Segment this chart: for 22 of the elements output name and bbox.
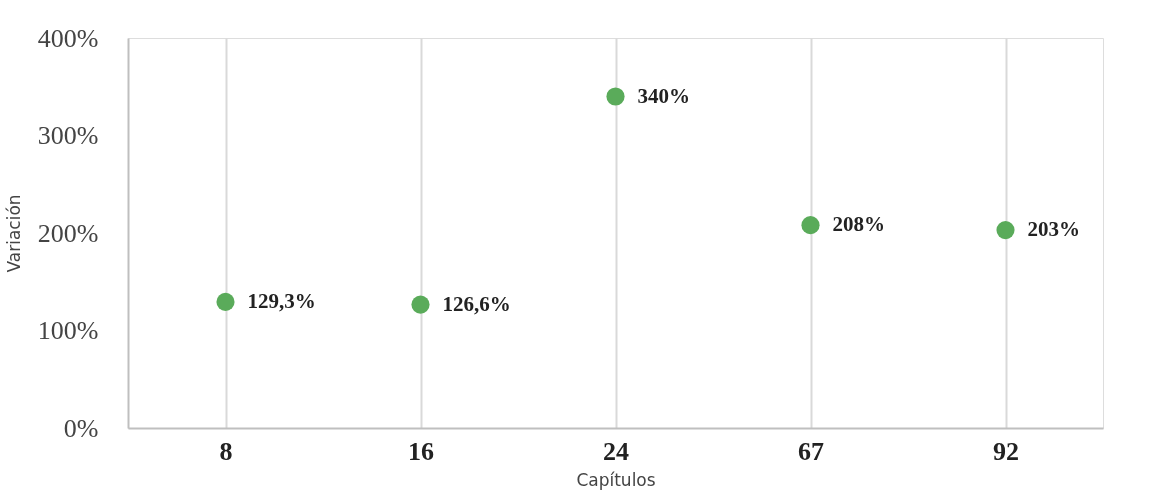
y-axis-title: Variación	[3, 194, 24, 273]
data-label: 129,3%	[247, 288, 316, 313]
x-tick-label: 8	[219, 436, 233, 466]
x-tick-label: 67	[798, 436, 824, 466]
data-label: 208%	[832, 212, 885, 237]
x-tick-label: 16	[408, 436, 434, 466]
point	[606, 87, 625, 106]
y-tick-label: 400%	[37, 23, 99, 53]
x-axis-title: Capítulos	[576, 469, 656, 490]
y-tick-label: 0%	[63, 413, 99, 443]
x-tick-label: 24	[603, 436, 629, 466]
data-label: 126,6%	[442, 291, 511, 316]
y-tick-label: 100%	[37, 316, 99, 345]
point	[411, 295, 430, 314]
y-tick-label: 300%	[37, 121, 99, 150]
point	[216, 292, 235, 311]
data-label: 340%	[637, 83, 690, 108]
point	[801, 216, 820, 235]
data-label: 203%	[1027, 217, 1080, 242]
x-tick-label: 92	[993, 436, 1019, 466]
point	[996, 221, 1015, 240]
y-tick-label: 200%	[37, 218, 99, 248]
